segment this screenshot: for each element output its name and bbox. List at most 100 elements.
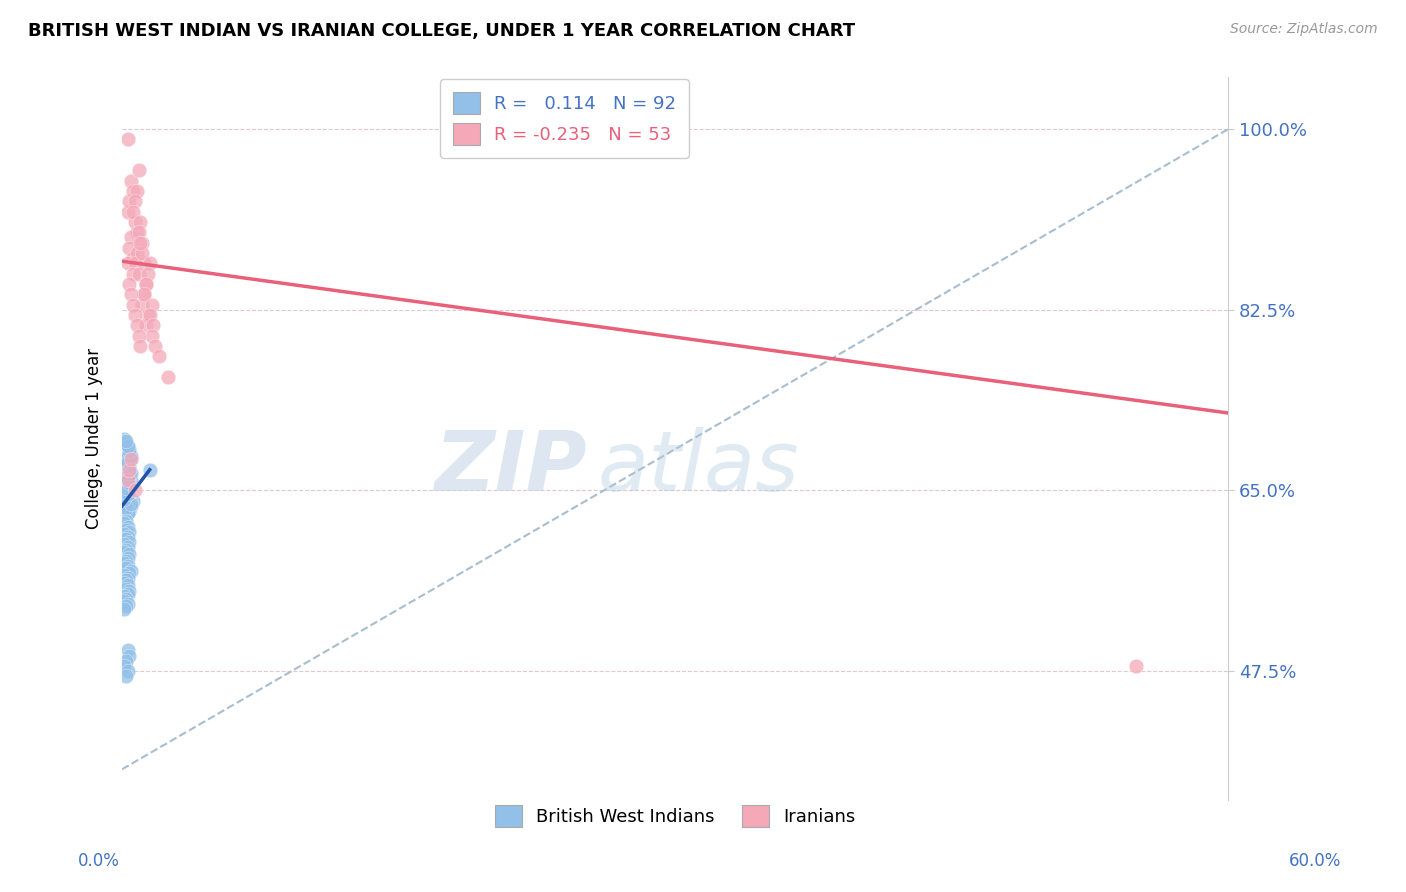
Point	[117, 483, 139, 498]
Point	[114, 654, 136, 668]
Point	[131, 246, 153, 260]
Point	[112, 478, 135, 492]
Point	[118, 504, 141, 518]
Text: BRITISH WEST INDIAN VS IRANIAN COLLEGE, UNDER 1 YEAR CORRELATION CHART: BRITISH WEST INDIAN VS IRANIAN COLLEGE, …	[28, 22, 855, 40]
Point	[114, 465, 136, 479]
Point	[136, 308, 159, 322]
Point	[114, 463, 136, 477]
Point	[125, 225, 148, 239]
Point	[117, 597, 139, 611]
Point	[114, 473, 136, 487]
Point	[112, 452, 135, 467]
Point	[134, 287, 156, 301]
Legend: British West Indians, Iranians: British West Indians, Iranians	[488, 798, 863, 835]
Point	[122, 251, 145, 265]
Point	[117, 489, 139, 503]
Point	[124, 308, 146, 322]
Point	[124, 215, 146, 229]
Point	[131, 235, 153, 250]
Point	[117, 506, 139, 520]
Point	[134, 287, 156, 301]
Point	[112, 545, 135, 559]
Point	[125, 184, 148, 198]
Point	[143, 339, 166, 353]
Point	[118, 463, 141, 477]
Point	[1125, 659, 1147, 673]
Point	[157, 370, 180, 384]
Point	[114, 523, 136, 537]
Point	[114, 591, 136, 606]
Point	[118, 459, 141, 474]
Point	[112, 467, 135, 482]
Point	[112, 478, 135, 492]
Point	[117, 541, 139, 555]
Point	[124, 483, 146, 498]
Point	[112, 576, 135, 591]
Point	[135, 277, 157, 291]
Point	[114, 437, 136, 451]
Point	[118, 241, 141, 255]
Point	[114, 669, 136, 683]
Point	[118, 648, 141, 663]
Point	[120, 564, 142, 578]
Point	[118, 566, 141, 580]
Point	[117, 571, 139, 585]
Point	[117, 439, 139, 453]
Point	[125, 246, 148, 260]
Point	[114, 501, 136, 516]
Text: ZIP: ZIP	[434, 427, 586, 508]
Point	[125, 318, 148, 333]
Point	[117, 558, 139, 573]
Point	[117, 204, 139, 219]
Point	[114, 599, 136, 613]
Point	[135, 277, 157, 291]
Point	[117, 458, 139, 472]
Point	[122, 267, 145, 281]
Point	[120, 287, 142, 301]
Point	[112, 659, 135, 673]
Y-axis label: College, Under 1 year: College, Under 1 year	[86, 348, 103, 529]
Point	[117, 587, 139, 601]
Point	[114, 554, 136, 568]
Point	[117, 486, 139, 500]
Point	[112, 602, 135, 616]
Point	[120, 452, 142, 467]
Point	[112, 594, 135, 608]
Point	[114, 582, 136, 596]
Point	[122, 493, 145, 508]
Point	[117, 643, 139, 657]
Point	[120, 466, 142, 480]
Point	[117, 664, 139, 678]
Point	[112, 556, 135, 570]
Point	[117, 496, 139, 510]
Point	[118, 548, 141, 562]
Point	[117, 463, 139, 477]
Point	[118, 444, 141, 458]
Point	[112, 516, 135, 531]
Point	[120, 230, 142, 244]
Point	[112, 589, 135, 603]
Point	[118, 467, 141, 482]
Point	[136, 267, 159, 281]
Text: Source: ZipAtlas.com: Source: ZipAtlas.com	[1230, 22, 1378, 37]
Point	[118, 524, 141, 539]
Point	[129, 235, 152, 250]
Point	[112, 463, 135, 477]
Point	[118, 478, 141, 492]
Point	[112, 493, 135, 508]
Point	[128, 225, 150, 239]
Point	[128, 163, 150, 178]
Point	[134, 256, 156, 270]
Point	[117, 256, 139, 270]
Point	[114, 543, 136, 558]
Point	[112, 432, 135, 446]
Point	[114, 574, 136, 588]
Point	[141, 297, 163, 311]
Point	[112, 568, 135, 582]
Point	[117, 132, 139, 146]
Point	[138, 256, 160, 270]
Text: 0.0%: 0.0%	[77, 852, 120, 870]
Point	[118, 442, 141, 457]
Point	[117, 473, 139, 487]
Point	[114, 499, 136, 513]
